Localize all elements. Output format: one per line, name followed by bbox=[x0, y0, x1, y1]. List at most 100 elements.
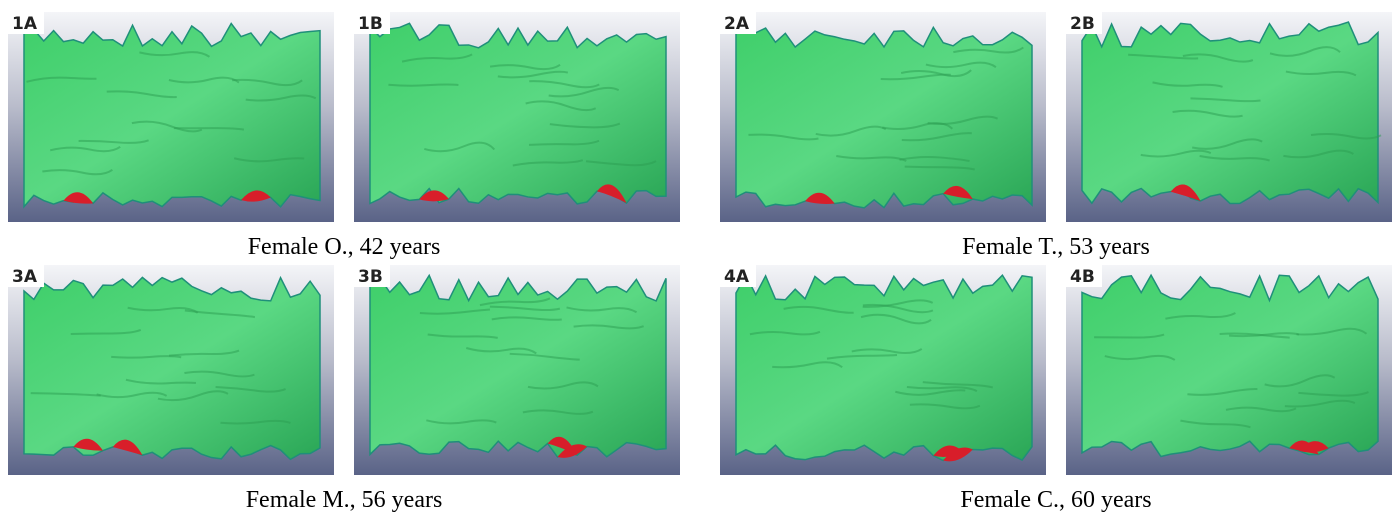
panel-label-box bbox=[720, 12, 756, 34]
red-region bbox=[805, 192, 835, 205]
red-region bbox=[943, 447, 973, 462]
surface-texture bbox=[168, 76, 240, 84]
panel-label-box bbox=[8, 12, 44, 34]
surface-texture bbox=[157, 390, 229, 402]
surface-texture bbox=[522, 409, 594, 415]
surface-texture bbox=[424, 141, 496, 153]
surface-texture bbox=[168, 349, 240, 357]
surface-texture bbox=[70, 328, 142, 336]
surface-texture bbox=[491, 316, 562, 321]
surface-texture bbox=[1187, 388, 1258, 396]
surface-texture bbox=[489, 63, 561, 71]
caption: Female T., 53 years bbox=[962, 234, 1150, 260]
surface-texture bbox=[1192, 138, 1263, 150]
red-region bbox=[547, 436, 578, 456]
surface-texture bbox=[111, 355, 182, 359]
red-region bbox=[63, 192, 94, 204]
red-region bbox=[943, 185, 973, 200]
surface-texture bbox=[1285, 70, 1357, 77]
surface-texture bbox=[26, 76, 97, 83]
panel-label: 2A bbox=[724, 14, 750, 34]
surface-texture bbox=[125, 378, 197, 385]
surface-texture bbox=[479, 297, 551, 307]
surface-texture bbox=[862, 299, 934, 308]
panel-label: 3B bbox=[358, 267, 383, 287]
surface-texture bbox=[1165, 312, 1236, 320]
surface-texture bbox=[419, 308, 490, 315]
surface-texture bbox=[233, 157, 305, 163]
surface-texture bbox=[173, 127, 245, 131]
surface-texture bbox=[388, 83, 459, 87]
surface-panel: 3A bbox=[8, 265, 334, 475]
surface-texture bbox=[49, 145, 121, 153]
green-surface bbox=[23, 20, 321, 209]
surface-panel: 4B bbox=[1066, 265, 1392, 475]
surface-texture bbox=[131, 120, 203, 133]
surface-texture bbox=[783, 305, 854, 314]
surface-panel: 2A bbox=[720, 12, 1046, 222]
green-surface bbox=[369, 22, 667, 205]
surface-texture bbox=[1182, 53, 1254, 63]
surface-panel: 4A bbox=[720, 265, 1046, 475]
red-region bbox=[419, 190, 449, 202]
surface-texture bbox=[860, 313, 932, 325]
panel-label-box bbox=[8, 265, 44, 287]
red-region bbox=[1289, 440, 1319, 455]
red-region bbox=[1170, 184, 1201, 201]
surface-texture bbox=[953, 46, 1024, 54]
surface-texture bbox=[909, 403, 981, 410]
caption: Female M., 56 years bbox=[246, 487, 443, 512]
surface-texture bbox=[106, 90, 177, 99]
surface-texture bbox=[96, 391, 168, 399]
caption: Female O., 42 years bbox=[248, 234, 441, 260]
surface-texture bbox=[1180, 419, 1251, 429]
surface-texture bbox=[1172, 109, 1243, 118]
surface-texture bbox=[1284, 399, 1356, 408]
surface-texture bbox=[139, 51, 211, 58]
panel-label: 4B bbox=[1070, 267, 1095, 287]
surface-texture bbox=[401, 53, 473, 63]
surface-texture bbox=[512, 159, 584, 167]
surface-texture bbox=[826, 354, 898, 360]
surface-texture bbox=[1283, 149, 1354, 159]
caption: Female C., 60 years bbox=[960, 487, 1151, 512]
red-region bbox=[241, 190, 271, 202]
panel-label-box bbox=[354, 265, 390, 287]
surface-texture bbox=[78, 139, 149, 144]
panel-label: 1B bbox=[358, 14, 383, 34]
panel-label-box bbox=[1066, 12, 1102, 34]
surface-texture bbox=[497, 70, 569, 79]
surface-texture bbox=[1310, 132, 1382, 140]
surface-texture bbox=[1269, 46, 1341, 57]
surface-texture bbox=[245, 94, 317, 102]
surface-texture bbox=[1152, 81, 1223, 88]
red-region bbox=[73, 438, 103, 451]
surface-texture bbox=[184, 370, 255, 378]
red-region bbox=[112, 439, 143, 456]
surface-texture bbox=[901, 132, 972, 142]
surface-texture bbox=[1104, 354, 1176, 361]
surface-texture bbox=[509, 352, 580, 361]
surface-texture bbox=[232, 78, 303, 87]
surface-texture bbox=[922, 381, 994, 389]
surface-texture bbox=[1190, 97, 1261, 103]
surface-texture bbox=[1225, 406, 1297, 413]
panel-label-box bbox=[354, 12, 390, 34]
surface-texture bbox=[525, 100, 597, 112]
surface-texture bbox=[1298, 391, 1369, 397]
surface-panel: 1A bbox=[8, 12, 334, 222]
surface-texture bbox=[925, 61, 997, 69]
surface-texture bbox=[573, 324, 644, 330]
surface-texture bbox=[427, 333, 498, 339]
surface-panel: 2B bbox=[1066, 12, 1392, 222]
surface-texture bbox=[1219, 332, 1290, 339]
surface-texture bbox=[772, 361, 843, 369]
red-region bbox=[596, 184, 627, 204]
surface-texture bbox=[426, 419, 497, 425]
surface-texture bbox=[1128, 53, 1199, 60]
surface-texture bbox=[527, 381, 599, 390]
surface-texture bbox=[566, 306, 638, 314]
surface-texture bbox=[1264, 374, 1336, 388]
